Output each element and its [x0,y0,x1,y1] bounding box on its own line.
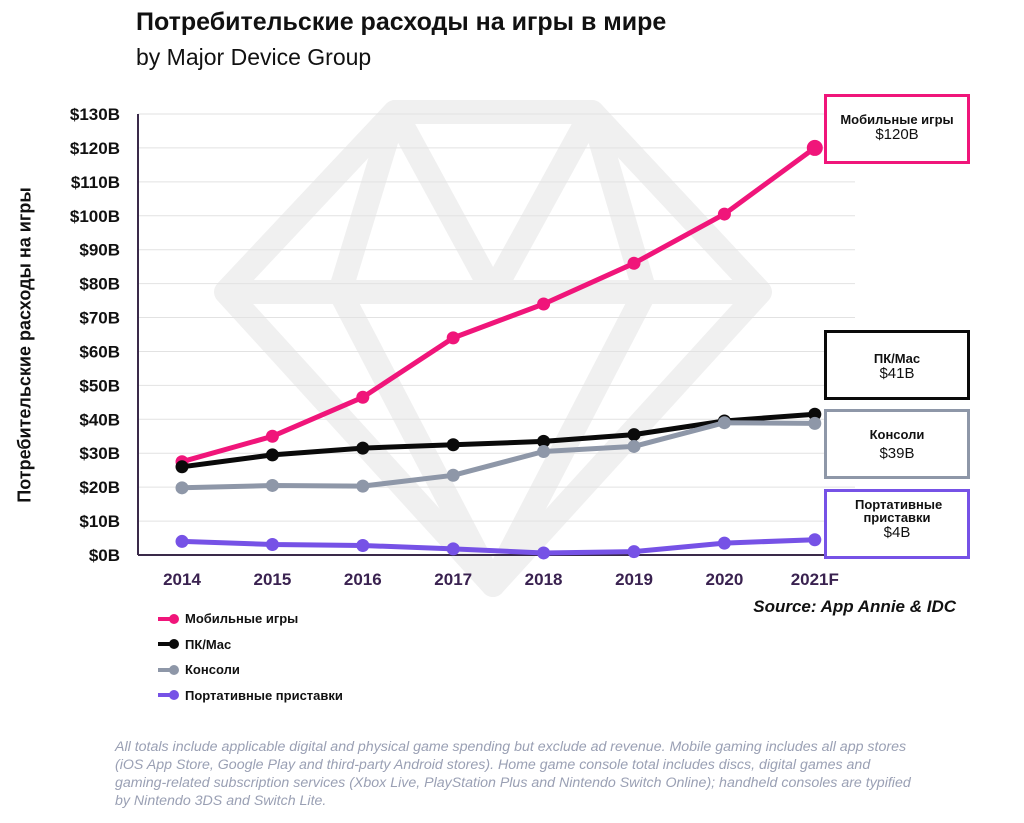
y-tick-label: $40B [79,410,120,429]
legend-label-handheld: Портативные приставки [185,687,343,703]
data-point [356,539,370,553]
data-point [175,534,189,548]
x-tick-label: 2017 [434,570,472,589]
legend-swatch-mobile [158,613,179,624]
data-point [537,546,551,560]
data-point [627,439,641,453]
chart-subtitle: by Major Device Group [136,44,372,70]
x-tick-label: 2018 [525,570,563,589]
data-point [175,481,189,495]
series-line [179,537,818,556]
legend-swatch-console [158,664,179,675]
data-point [265,537,279,551]
x-tick-label: 2019 [615,570,653,589]
data-point [627,256,641,270]
x-tick-label: 2015 [253,570,291,589]
y-tick-label: $100B [70,207,120,226]
data-point [627,428,641,442]
legend-item-mobile: Мобильные игры [158,606,343,632]
y-tick-label: $80B [79,275,120,294]
y-tick-label: $10B [79,512,120,531]
legend-swatch-pc [158,639,179,650]
series-line [179,145,818,465]
source-note: Source: App Annie & IDC [753,597,956,616]
data-point [356,479,370,493]
legend: Мобильные игры ПК/Mac Консоли Портативны… [158,606,343,708]
y-tick-label: $0B [89,546,120,565]
y-tick-label: $20B [79,478,120,497]
callout-console-value: $39B [879,445,915,462]
y-axis: $0B $10B $20B $30B $40B $50B $60B $70B $80B $90B $… [70,105,139,565]
data-point [446,468,460,482]
series-group [175,139,823,560]
data-point [537,434,551,448]
callout-pc: ПК/Mac $41B [824,330,970,400]
data-point [356,441,370,455]
data-point [446,331,460,345]
data-point [537,297,551,311]
callout-mobile-name: Мобильные игры [840,112,954,127]
callout-pc-name: ПК/Mac [873,351,921,366]
y-tick-label: $120B [70,139,120,158]
legend-swatch-handheld [158,690,179,701]
callout-console: Консоли $39B [824,409,970,479]
data-point [717,416,731,430]
x-tick-label: 2021F [791,570,839,589]
data-point [446,438,460,452]
legend-label-mobile: Мобильные игры [185,611,299,627]
legend-label-pc: ПК/Mac [185,636,232,652]
series-3 [175,533,822,560]
data-point [265,478,279,492]
x-tick-label: 2020 [705,570,743,589]
data-point [537,445,551,459]
legend-item-pc: ПК/Mac [158,632,343,658]
data-point [175,460,189,474]
chart-title: Потребительские расходы на игры в мире [136,8,667,36]
footnote: All totals include applicable digital an… [115,739,911,809]
y-tick-label: $30B [79,444,120,463]
series-line [179,411,818,470]
y-tick-label: $90B [79,241,120,260]
data-point [808,533,822,547]
callout-handheld-name: Портативные приставки [855,497,943,525]
data-point [446,542,460,556]
data-point [717,207,731,221]
series-line [179,420,818,491]
x-axis: 2014 2015 2016 2017 2018 2019 2020 2021F [138,554,855,589]
callout-mobile-value: $120B [875,126,919,143]
callout-console-name: Консоли [869,427,925,442]
y-tick-label: $50B [79,376,120,395]
callout-pc-value: $41B [879,365,915,382]
callout-mobile: Мобильные игры $120B [824,94,970,164]
data-point [806,139,823,156]
series-2 [175,416,822,495]
data-point [265,429,279,443]
callout-handheld-value: $4B [883,524,911,541]
watermark-diamond-icon [214,100,772,597]
data-point [808,416,822,430]
y-axis-label: Потребительские расходы на игры [14,187,35,503]
y-tick-label: $60B [79,342,120,361]
data-point [717,536,731,550]
y-tick-label: $70B [79,309,120,328]
data-point [356,390,370,404]
y-tick-label: $110B [71,173,120,192]
x-tick-label: 2016 [344,570,382,589]
data-point [265,448,279,462]
data-point [627,545,641,559]
x-tick-label: 2014 [163,570,201,589]
data-point [808,407,822,421]
y-tick-label: $130B [70,105,120,124]
legend-item-handheld: Портативные приставки [158,683,343,709]
legend-item-console: Консоли [158,657,343,683]
legend-label-console: Консоли [185,662,240,678]
callout-handheld: Портативные приставки $4B [824,489,970,559]
